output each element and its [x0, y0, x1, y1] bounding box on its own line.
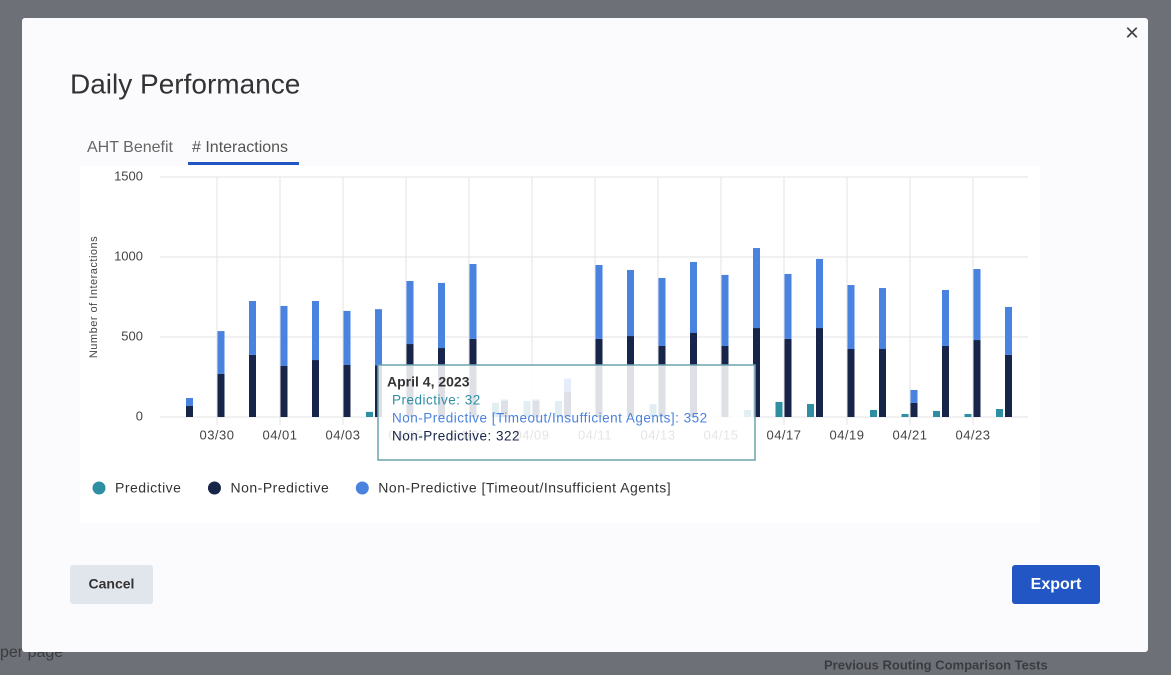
- bar: [775, 401, 783, 417]
- x-tick-label: 04/19: [829, 427, 864, 442]
- bar: [186, 405, 193, 417]
- button-label: Cancel: [89, 576, 135, 592]
- bar: [753, 248, 760, 329]
- bg-text: Previous Routing Comparison Tests: [824, 657, 1048, 672]
- bar: [438, 282, 445, 349]
- bar: [627, 269, 634, 337]
- bar: [312, 360, 319, 417]
- bar: [933, 410, 940, 417]
- bar: [595, 265, 603, 339]
- x-tick-label: 04/03: [325, 427, 360, 442]
- tab-active[interactable]: # Interactions: [192, 139, 288, 156]
- bar: [343, 310, 351, 365]
- button-bg: [70, 565, 153, 604]
- x-tick-label: 03/30: [199, 427, 234, 442]
- legend-label: Non-Predictive: [230, 480, 329, 496]
- bar: [1005, 354, 1012, 417]
- bar: [343, 365, 351, 417]
- bar: [249, 301, 256, 355]
- bar: [217, 373, 225, 417]
- bar: [996, 409, 1003, 417]
- x-tick-label: 04/23: [955, 427, 990, 442]
- button-label: Export: [1031, 576, 1082, 593]
- bar: [910, 402, 918, 417]
- bar: [901, 413, 909, 417]
- tooltip-box: [377, 364, 756, 461]
- bar: [942, 345, 949, 417]
- bar: [870, 409, 877, 417]
- tab[interactable]: AHT Benefit: [87, 139, 174, 156]
- y-tick-label: 0: [136, 408, 143, 423]
- bar: [217, 331, 225, 374]
- bar: [280, 365, 288, 417]
- legend-swatch: [92, 481, 106, 495]
- bar: [312, 301, 319, 361]
- bar: [753, 328, 760, 417]
- y-tick-label: 1000: [114, 248, 143, 263]
- bar: [973, 269, 981, 341]
- tooltip: April 4, 2023 Predictive: 32 Non-Predictiv…: [377, 364, 756, 461]
- bar: [280, 305, 288, 366]
- x-tick-label: 04/01: [262, 427, 297, 442]
- bar: [964, 413, 972, 417]
- bar: [375, 309, 382, 366]
- bar: [973, 340, 981, 417]
- bar: [879, 349, 886, 417]
- bar: [942, 289, 949, 346]
- x-tick-label: 04/21: [892, 427, 927, 442]
- bar: [721, 274, 729, 346]
- tooltip-line: Predictive: 32: [392, 393, 481, 408]
- tooltip-line: Non-Predictive [Timeout/Insufficient Age…: [392, 411, 708, 426]
- tooltip-line: Non-Predictive: 322: [392, 429, 520, 444]
- bar: [406, 281, 414, 345]
- cancel-button[interactable]: Cancel: [70, 565, 153, 604]
- y-tick-label: 1500: [114, 168, 143, 183]
- bar: [469, 264, 477, 339]
- close-button[interactable]: ×: [1125, 19, 1139, 46]
- x-tick-label: 04/17: [766, 427, 801, 442]
- legend-label: Non-Predictive [Timeout/Insufficient Age…: [378, 480, 671, 496]
- legend-swatch: [207, 481, 221, 495]
- bar: [784, 338, 792, 417]
- legend-swatch: [355, 481, 369, 495]
- modal-title: Daily Performance: [70, 68, 300, 99]
- bar: [186, 397, 193, 406]
- bar: [1005, 306, 1012, 355]
- tooltip-title: April 4, 2023: [387, 374, 470, 390]
- legend-label: Predictive: [115, 480, 181, 496]
- bar: [366, 411, 373, 417]
- y-axis-title: Number of Interactions: [88, 236, 100, 358]
- bar: [784, 273, 792, 339]
- bar: [690, 261, 697, 333]
- export-button[interactable]: Export: [1012, 565, 1100, 604]
- bar: [816, 258, 823, 329]
- bar: [910, 389, 918, 403]
- bar: [847, 285, 855, 349]
- bar: [816, 328, 823, 417]
- bar: [847, 349, 855, 417]
- bar: [807, 404, 814, 417]
- tab-underline: [188, 162, 299, 165]
- plot: 05001000150003/3004/0104/0304/0504/0704/…: [92, 168, 1028, 496]
- bar: [249, 354, 256, 417]
- bar: [658, 277, 666, 346]
- bar: [879, 288, 886, 349]
- button-bg: [1012, 565, 1100, 604]
- y-tick-label: 500: [121, 328, 143, 343]
